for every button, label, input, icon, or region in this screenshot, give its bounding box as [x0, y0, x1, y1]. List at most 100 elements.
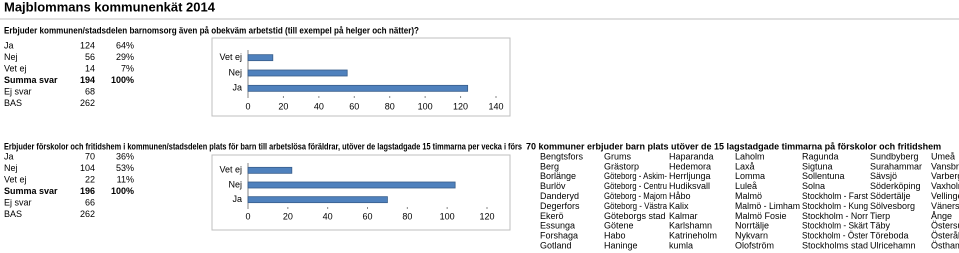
- municipality: Stockholms stad: [802, 240, 868, 250]
- municipality: Östersund: [931, 221, 959, 231]
- bar: [247, 54, 274, 62]
- row-label: Vet ej: [4, 63, 27, 73]
- municipality: Habo: [604, 231, 626, 241]
- row-label: Ja: [4, 40, 14, 50]
- row-percent: 11%: [117, 174, 134, 184]
- municipality: Göteborg - Askim-: [604, 171, 667, 181]
- municipality: Luleå: [735, 181, 757, 191]
- municipality: Vansbro: [931, 161, 959, 171]
- municipality: Sundbyberg: [870, 151, 919, 161]
- x-tick-label: 120: [479, 211, 494, 221]
- y-tick-label: Ja: [232, 194, 242, 204]
- municipality: Karlshamn: [669, 221, 712, 231]
- y-tick-label: Ja: [232, 83, 242, 93]
- municipality: Umeå: [931, 151, 955, 161]
- row-count: 194: [80, 75, 95, 85]
- bar: [247, 166, 293, 174]
- question: Erbjuder förskolor och fritidshem i komm…: [4, 141, 522, 151]
- municipality: Varberg: [931, 171, 959, 181]
- municipality: Södertälje: [870, 191, 911, 201]
- x-tick-label: 40: [314, 101, 324, 111]
- municipality: Sölvesborg: [870, 201, 915, 211]
- municipality: Kalix: [669, 201, 689, 211]
- chart-frame: [211, 154, 511, 231]
- municipality: Lomma: [735, 171, 765, 181]
- row-label: Vet ej: [4, 174, 27, 184]
- row-count: 14: [85, 63, 95, 73]
- municipality: Ånge: [931, 211, 952, 221]
- municipality: Håbo: [669, 191, 691, 201]
- x-tick-label: 100: [440, 211, 455, 221]
- municipality: Forshaga: [540, 231, 578, 241]
- y-tick-label: Nej: [228, 179, 242, 189]
- row-percent: 100%: [111, 75, 134, 85]
- bar: [247, 181, 456, 189]
- municipality: Haninge: [604, 240, 638, 250]
- row-label: Ej svar: [4, 86, 32, 96]
- municipality: Göteborg - Majorn: [604, 191, 667, 201]
- row-percent: 64%: [116, 40, 134, 50]
- x-tick-label: 140: [488, 101, 503, 111]
- x-tick-label: 100: [418, 101, 433, 111]
- municipality: Söderköping: [870, 181, 921, 191]
- x-tick-label: 60: [362, 211, 372, 221]
- bar: [247, 196, 388, 204]
- municipality: Essunga: [540, 221, 575, 231]
- municipality: Täby: [870, 221, 891, 231]
- municipality: Vellinge: [931, 191, 959, 201]
- row-count: 104: [80, 163, 95, 173]
- municipality: Ulricehamn: [870, 240, 916, 250]
- list-title: 70 kommuner erbjuder barn plats utöver d…: [526, 141, 941, 151]
- municipality: Laholm: [735, 151, 765, 161]
- municipality: Göteborgs stad: [604, 211, 666, 221]
- municipality: Herrljunga: [669, 171, 711, 181]
- x-tick-label: 60: [349, 101, 359, 111]
- row-count: 262: [80, 209, 95, 219]
- municipality: Stockholm - Skärt: [802, 221, 868, 231]
- row-label: Summa svar: [4, 75, 58, 85]
- row-label: Nej: [4, 163, 18, 173]
- municipality: Vaxholm: [931, 181, 959, 191]
- municipality: Stockholm - Öster: [802, 231, 868, 241]
- municipality: Malmö Fosie: [735, 211, 787, 221]
- municipality: Ragunda: [802, 151, 839, 161]
- municipality: Solna: [802, 181, 825, 191]
- row-percent: 7%: [121, 63, 134, 73]
- y-tick-label: Vet ej: [219, 165, 242, 175]
- row-label: Ej svar: [4, 197, 32, 207]
- chart-frame: [211, 37, 511, 117]
- bar: [247, 84, 469, 92]
- x-tick-label: 20: [283, 211, 293, 221]
- municipality: Norrtälje: [735, 221, 769, 231]
- municipality: Grästorp: [604, 161, 639, 171]
- x-tick-label: 120: [453, 101, 468, 111]
- municipality: Stockholm - Norr: [802, 211, 868, 221]
- x-tick-label: 40: [323, 211, 333, 221]
- municipality: Hudiksvall: [669, 181, 710, 191]
- municipality: Sävsjö: [870, 171, 897, 181]
- municipality: kumla: [669, 240, 693, 250]
- row-label: BAS: [4, 98, 22, 108]
- municipality: Berg: [540, 161, 559, 171]
- row-percent: 100%: [111, 186, 134, 196]
- row-count: 262: [80, 98, 95, 108]
- municipality: Malmö - Limham: [735, 201, 800, 211]
- municipality: Sigtuna: [802, 161, 833, 171]
- municipality: Laxå: [735, 161, 755, 171]
- x-tick-label: 80: [402, 211, 412, 221]
- row-count: 22: [85, 174, 95, 184]
- x-tick-label: 80: [385, 101, 395, 111]
- question: Erbjuder kommunen/stadsdelen barnomsorg …: [4, 25, 419, 35]
- bar: [247, 69, 348, 77]
- municipality: Surahammar: [870, 161, 922, 171]
- municipality: Stockholm - Kung: [802, 201, 868, 211]
- municipality: Ekerö: [540, 211, 564, 221]
- municipality: Nykvarn: [735, 231, 768, 241]
- municipality: Burlöv: [540, 181, 566, 191]
- municipality: Degerfors: [540, 201, 580, 211]
- municipality: Gotland: [540, 240, 572, 250]
- municipality: Borlänge: [540, 171, 576, 181]
- municipality: Österåker: [931, 231, 959, 241]
